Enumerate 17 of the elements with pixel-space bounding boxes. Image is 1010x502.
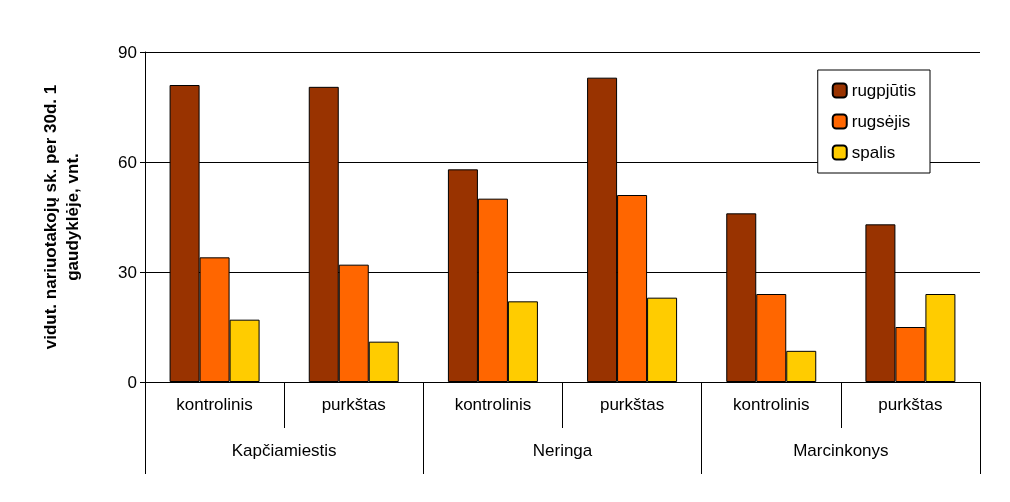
x-tick-label: kontrolinis: [732, 395, 810, 414]
y-axis-title: vidut. nariuotakojų sk. per 30d. 1 gaudyklėje, vnt.: [40, 84, 82, 350]
x-tick-label: purkštas: [599, 395, 665, 414]
legend-label: rugpjūtis: [851, 81, 917, 100]
x-tick-label: kontrolinis: [176, 395, 253, 414]
y-tick-label: 90: [118, 42, 137, 62]
y-tick-label: 0: [127, 372, 137, 392]
y-tick-label: 30: [118, 262, 137, 282]
x-tick-label: purkštas: [878, 395, 943, 414]
text: Neringa: [532, 441, 593, 460]
legend-label: spalis: [851, 143, 896, 162]
legend-label: rugsėjis: [851, 112, 911, 131]
text: Kapčiamiestis: [231, 441, 337, 460]
y-tick-label: 60: [118, 152, 137, 172]
text: Marcinkonys: [793, 441, 889, 460]
x-tick-label: kontrolinis: [454, 395, 532, 414]
x-tick-label: purkštas: [321, 395, 386, 414]
